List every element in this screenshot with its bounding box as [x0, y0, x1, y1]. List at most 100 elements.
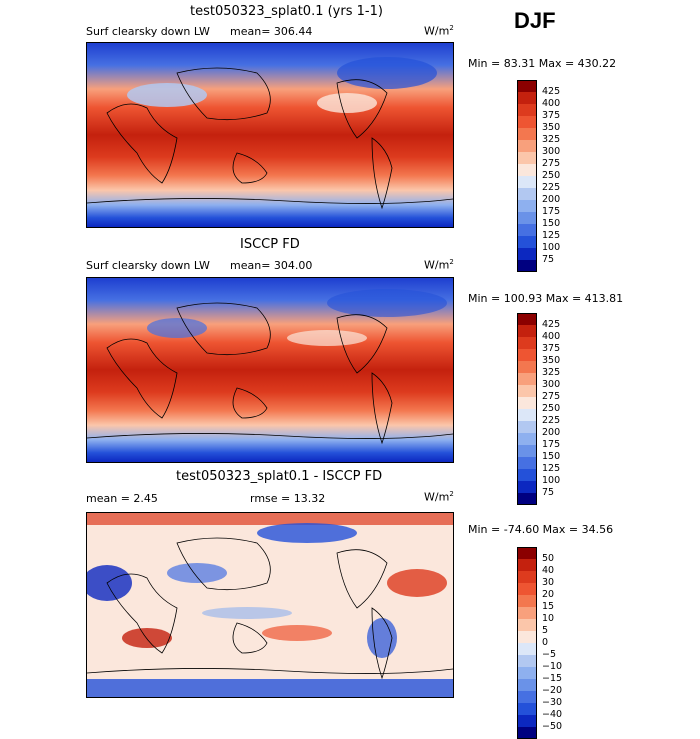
colorbar-swatch: [517, 116, 537, 128]
season-label: DJF: [514, 8, 556, 33]
colorbar-tick-label: 15: [542, 601, 555, 612]
panel2-variable-label: Surf clearsky down LW: [86, 259, 210, 272]
colorbar-swatch: [517, 397, 537, 409]
colorbar-tick-label: 400: [542, 98, 561, 109]
colorbar-swatch: [517, 727, 537, 739]
colorbar-tick-label: 20: [542, 589, 555, 600]
panel2-units: W/m2: [424, 258, 454, 272]
colorbar-swatch: [517, 469, 537, 481]
colorbar-tick-label: 425: [542, 86, 561, 97]
colorbar-tick-label: 400: [542, 331, 561, 342]
panel2-mean: mean= 304.00: [230, 259, 313, 272]
colorbar-tick-label: 375: [542, 343, 561, 354]
colorbar-tick-label: 350: [542, 122, 561, 133]
panel3-rmse: rmse = 13.32: [250, 492, 326, 505]
panel1-variable-label: Surf clearsky down LW: [86, 25, 210, 38]
colorbar-swatch: [517, 481, 537, 493]
colorbar-swatch: [517, 409, 537, 421]
colorbar-swatch: [517, 715, 537, 727]
colorbar-tick-label: 125: [542, 230, 561, 241]
colorbar-swatch: [517, 457, 537, 469]
panel2-map-plot: [87, 278, 453, 462]
colorbar-tick-label: 300: [542, 146, 561, 157]
colorbar-swatch: [517, 188, 537, 200]
panel3-units: W/m2: [424, 490, 454, 504]
colorbar-tick-label: 75: [542, 254, 555, 265]
colorbar-swatch: [517, 260, 537, 272]
colorbar-tick-label: 50: [542, 553, 555, 564]
panel1-title: test050323_splat0.1 (yrs 1-1): [190, 4, 383, 19]
panel1-mean: mean= 306.44: [230, 25, 313, 38]
colorbar-swatch: [517, 236, 537, 248]
colorbar-swatch: [517, 559, 537, 571]
panel3-map: [86, 512, 454, 698]
colorbar-tick-label: 375: [542, 110, 561, 121]
colorbar-tick-label: 325: [542, 134, 561, 145]
colorbar-swatch: [517, 164, 537, 176]
panel1-map: [86, 42, 454, 228]
colorbar-swatch: [517, 104, 537, 116]
colorbar-tick-label: 100: [542, 475, 561, 486]
colorbar-swatch: [517, 248, 537, 260]
colorbar-tick-label: −15: [542, 673, 563, 684]
colorbar-tick-label: 30: [542, 577, 555, 588]
colorbar-swatch: [517, 643, 537, 655]
colorbar-swatch: [517, 212, 537, 224]
colorbar-swatch: [517, 128, 537, 140]
colorbar-swatch: [517, 433, 537, 445]
colorbar-swatch: [517, 631, 537, 643]
colorbar-swatch: [517, 373, 537, 385]
panel1-map-plot: [87, 43, 453, 227]
colorbar-swatch: [517, 152, 537, 164]
colorbar-tick-label: −40: [542, 709, 563, 720]
colorbar-swatch: [517, 583, 537, 595]
colorbar-tick-label: 225: [542, 182, 561, 193]
colorbar-tick-label: 225: [542, 415, 561, 426]
colorbar-swatch: [517, 325, 537, 337]
colorbar-swatch: [517, 667, 537, 679]
colorbar-tick-label: 275: [542, 391, 561, 402]
colorbar-tick-label: 175: [542, 206, 561, 217]
colorbar-tick-label: 75: [542, 487, 555, 498]
panel3-title: test050323_splat0.1 - ISCCP FD: [176, 469, 383, 484]
panel1-minmax: Min = 83.31 Max = 430.22: [468, 57, 617, 70]
colorbar-swatch: [517, 655, 537, 667]
colorbar-tick-label: 175: [542, 439, 561, 450]
panel3-mean: mean = 2.45: [86, 492, 158, 505]
colorbar-tick-label: 150: [542, 218, 561, 229]
colorbar-tick-label: −5: [542, 649, 557, 660]
colorbar-tick-label: 40: [542, 565, 555, 576]
panel2-minmax: Min = 100.93 Max = 413.81: [468, 292, 624, 305]
colorbar-swatch: [517, 691, 537, 703]
colorbar-swatch: [517, 445, 537, 457]
colorbar-tick-label: −10: [542, 661, 563, 672]
colorbar-swatch: [517, 385, 537, 397]
colorbar-tick-label: 0: [542, 637, 549, 648]
colorbar-tick-label: −20: [542, 685, 563, 696]
colorbar-swatch: [517, 361, 537, 373]
colorbar-swatch: [517, 349, 537, 361]
colorbar-swatch: [517, 421, 537, 433]
colorbar-swatch: [517, 140, 537, 152]
colorbar-swatch: [517, 313, 537, 325]
panel3-minmax: Min = -74.60 Max = 34.56: [468, 523, 614, 536]
panel1-units: W/m2: [424, 24, 454, 38]
colorbar-tick-label: 5: [542, 625, 549, 636]
colorbar-tick-label: 325: [542, 367, 561, 378]
colorbar-tick-label: 425: [542, 319, 561, 330]
colorbar-swatch: [517, 80, 537, 92]
colorbar-swatch: [517, 224, 537, 236]
colorbar-swatch: [517, 92, 537, 104]
colorbar-tick-label: 250: [542, 403, 561, 414]
colorbar-tick-label: 150: [542, 451, 561, 462]
colorbar-tick-label: 200: [542, 194, 561, 205]
colorbar-tick-label: −30: [542, 697, 563, 708]
colorbar-tick-label: 200: [542, 427, 561, 438]
colorbar-tick-label: −50: [542, 721, 563, 732]
colorbar-swatch: [517, 493, 537, 505]
colorbar-swatch: [517, 595, 537, 607]
colorbar-tick-label: 125: [542, 463, 561, 474]
panel2-title: ISCCP FD: [240, 237, 300, 252]
colorbar-swatch: [517, 571, 537, 583]
panel2-map: [86, 277, 454, 463]
